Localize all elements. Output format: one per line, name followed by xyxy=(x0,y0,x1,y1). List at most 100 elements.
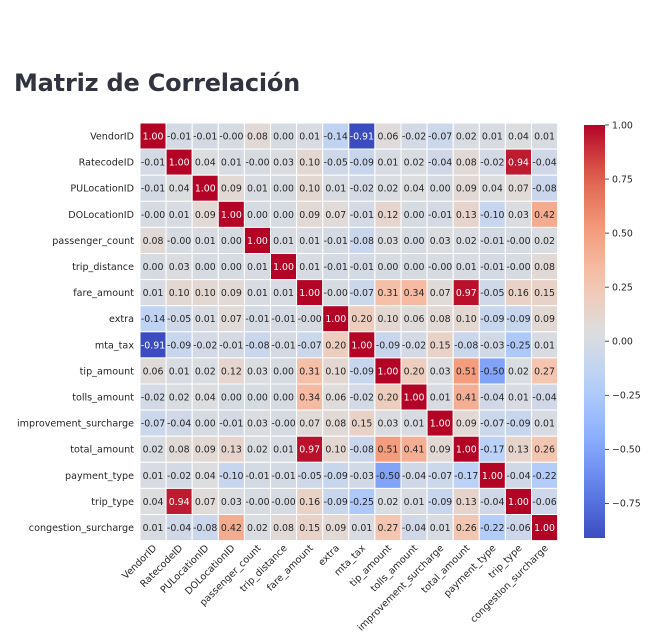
cell-value-label: 0.06 xyxy=(325,392,346,403)
heatmap-cell xyxy=(348,148,376,176)
cell-value-label: 0.00 xyxy=(430,184,451,195)
cell-value-label: -0.00 xyxy=(271,497,295,508)
cell-value-label: 0.41 xyxy=(456,392,477,403)
heatmap-cell xyxy=(531,122,559,150)
heatmap-cell xyxy=(400,487,428,515)
cell-value-label: -0.05 xyxy=(167,314,191,325)
cell-value-label: 0.00 xyxy=(273,210,294,221)
cell-value-label: 0.01 xyxy=(482,131,503,142)
cell-value-label: 0.01 xyxy=(534,419,555,430)
heatmap-cell xyxy=(165,122,193,150)
cell-value-label: -0.01 xyxy=(324,262,348,273)
cell-value-label: 0.02 xyxy=(378,497,399,508)
heatmap-cell xyxy=(452,514,480,542)
cell-value-label: 0.00 xyxy=(195,419,216,430)
cell-value-label: 0.16 xyxy=(299,497,320,508)
cell-value-label: 0.00 xyxy=(273,392,294,403)
cell-value-label: -0.91 xyxy=(141,340,165,351)
cell-value-label: 0.15 xyxy=(299,523,320,534)
cell-value-label: 0.02 xyxy=(378,184,399,195)
cell-value-label: -0.09 xyxy=(167,340,191,351)
cell-value-label: 0.10 xyxy=(325,366,346,377)
heatmap-cell xyxy=(531,253,559,281)
heatmap-cell xyxy=(426,174,454,202)
heatmap-cell xyxy=(217,461,245,489)
heatmap-cell xyxy=(139,122,167,150)
heatmap-cell xyxy=(374,514,402,542)
cell-value-label: 0.12 xyxy=(221,366,242,377)
heatmap-cell xyxy=(531,200,559,228)
cell-value-label: 0.02 xyxy=(456,131,477,142)
row-tick-label: tip_amount xyxy=(80,366,135,377)
cell-value-label: -0.01 xyxy=(219,419,243,430)
cell-value-label: 0.01 xyxy=(299,236,320,247)
cell-value-label: -0.00 xyxy=(141,210,165,221)
heatmap-cell xyxy=(452,305,480,333)
heatmap-cell xyxy=(322,148,350,176)
cell-value-label: 0.10 xyxy=(378,314,399,325)
cell-value-label: 0.02 xyxy=(247,523,268,534)
heatmap-cell xyxy=(531,331,559,359)
cell-value-label: -0.01 xyxy=(271,471,295,482)
row-tick-label: RatecodeID xyxy=(79,158,134,169)
heatmap-cell xyxy=(504,487,532,515)
cell-value-label: -0.09 xyxy=(350,158,374,169)
cell-value-label: 0.04 xyxy=(195,471,216,482)
cell-value-label: -0.02 xyxy=(402,131,426,142)
heatmap-cell xyxy=(426,122,454,150)
cell-value-label: -0.50 xyxy=(376,471,400,482)
cell-value-label: 0.01 xyxy=(430,392,451,403)
cell-value-label: -0.22 xyxy=(532,471,556,482)
cell-value-label: 0.08 xyxy=(534,262,555,273)
colorbar-tick-label: −0.50 xyxy=(612,445,641,456)
cell-value-label: 0.04 xyxy=(143,497,164,508)
heatmap-cell xyxy=(531,461,559,489)
cell-value-label: -0.10 xyxy=(480,210,504,221)
heatmap-cell xyxy=(296,200,324,228)
heatmap-cell xyxy=(191,514,219,542)
heatmap-cell xyxy=(478,461,506,489)
row-labels: VendorID RatecodeID PULocationID DOLocation… xyxy=(17,131,134,534)
cell-value-label: 0.08 xyxy=(456,158,477,169)
cell-value-label: -0.08 xyxy=(350,236,374,247)
cell-value-label: -0.01 xyxy=(271,314,295,325)
cell-value-label: 0.15 xyxy=(351,419,372,430)
heatmap-cell xyxy=(296,383,324,411)
heatmap-cell xyxy=(531,357,559,385)
cell-value-label: -0.07 xyxy=(428,131,452,142)
cell-value-label: 0.00 xyxy=(221,392,242,403)
cell-value-label: 0.01 xyxy=(195,314,216,325)
row-tick-label: DOLocationID xyxy=(68,210,134,221)
cell-value-label: 0.10 xyxy=(169,288,190,299)
cell-value-label: 0.00 xyxy=(273,184,294,195)
cell-value-label: 0.00 xyxy=(378,262,399,273)
cell-value-label: -0.04 xyxy=(167,419,191,430)
cell-value-label: 0.10 xyxy=(325,445,346,456)
cell-value-label: -0.00 xyxy=(245,158,269,169)
cell-value-label: 0.27 xyxy=(378,523,399,534)
cell-value-label: 1.00 xyxy=(221,210,242,221)
cell-value-label: 1.00 xyxy=(404,392,425,403)
heatmap-cell xyxy=(531,148,559,176)
cell-value-label: -0.09 xyxy=(350,366,374,377)
heatmap-cell xyxy=(139,148,167,176)
cell-value-label: 0.01 xyxy=(456,262,477,273)
heatmap-cell xyxy=(322,226,350,254)
heatmap-cell xyxy=(322,200,350,228)
heatmap-cell xyxy=(348,331,376,359)
heatmap-cell xyxy=(322,383,350,411)
heatmap-cell xyxy=(348,487,376,515)
row-tick-label: congestion_surcharge xyxy=(29,523,134,534)
heatmap-cell xyxy=(478,331,506,359)
cell-value-label: -0.06 xyxy=(506,523,530,534)
cell-value-label: -0.02 xyxy=(480,158,504,169)
row-tick-label: improvement_surcharge xyxy=(17,419,134,430)
cell-value-label: 0.16 xyxy=(508,288,529,299)
cell-value-label: 0.09 xyxy=(456,419,477,430)
cell-value-label: -0.01 xyxy=(350,210,374,221)
colorbar-tick-label: 0.25 xyxy=(612,282,633,293)
cell-value-label: 0.09 xyxy=(221,288,242,299)
cell-value-label: 0.02 xyxy=(169,392,190,403)
cell-value-label: 0.02 xyxy=(143,445,164,456)
cell-value-label: 0.01 xyxy=(273,288,294,299)
